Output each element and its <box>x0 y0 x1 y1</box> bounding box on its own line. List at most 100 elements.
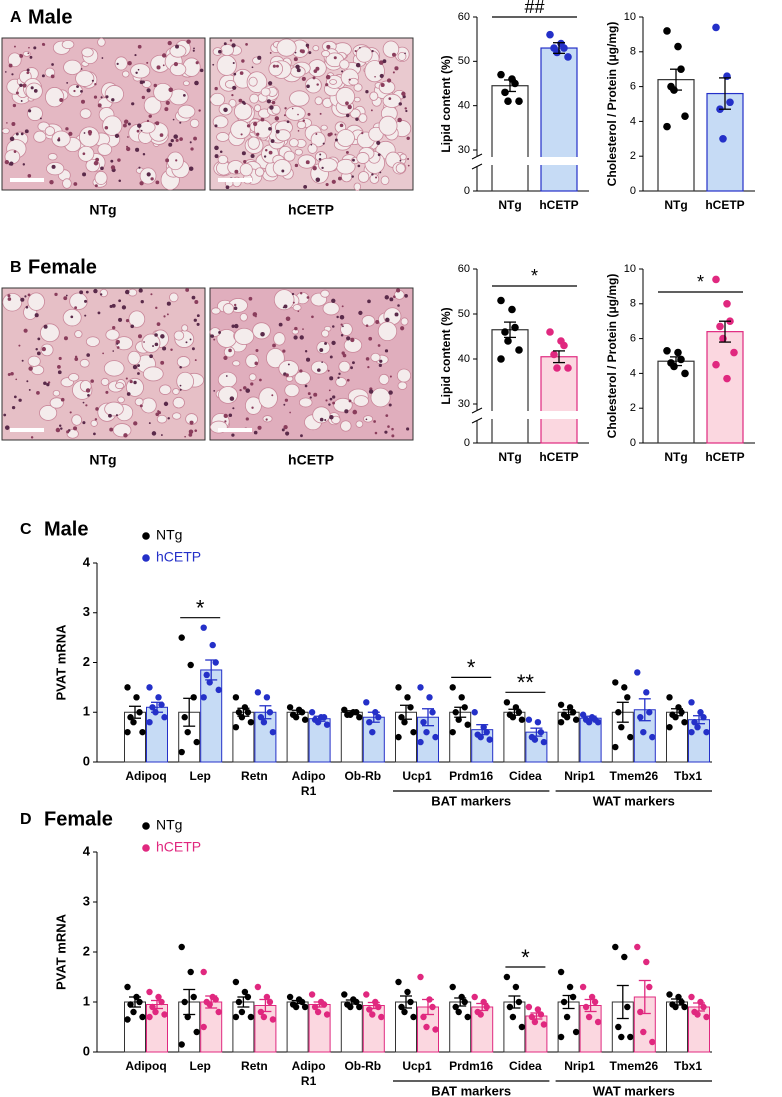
tissue-nucleus <box>118 317 123 322</box>
tissue-nucleus <box>319 417 324 422</box>
tissue-nucleus <box>371 173 374 176</box>
tissue-nucleus <box>322 142 325 145</box>
tissue-nucleus <box>239 388 242 392</box>
data-point <box>497 70 505 79</box>
data-point <box>235 709 243 716</box>
data-point <box>263 993 271 1001</box>
tissue-nucleus <box>93 288 98 294</box>
scale-bar <box>218 428 252 432</box>
data-point <box>681 369 689 378</box>
tissue-vacuole <box>364 60 385 83</box>
data-point <box>563 714 571 721</box>
tissue-nucleus <box>365 357 370 361</box>
tissue-vacuole <box>177 104 196 119</box>
tissue-nucleus <box>293 335 298 340</box>
data-point <box>564 364 572 372</box>
data-point <box>509 1013 517 1021</box>
tissue-nucleus <box>407 164 410 167</box>
histology-image <box>1 287 206 441</box>
tissue-vacuole <box>377 321 398 342</box>
tissue-nucleus <box>332 401 336 405</box>
data-point <box>320 1001 328 1008</box>
data-point <box>716 322 724 331</box>
tissue-nucleus <box>332 342 335 345</box>
tissue-nucleus <box>329 397 333 401</box>
data-point <box>449 728 456 736</box>
tissue-nucleus <box>232 61 235 65</box>
tissue-vacuole <box>209 92 226 107</box>
tissue-nucleus <box>167 40 172 46</box>
tissue-nucleus <box>192 49 195 52</box>
data-point <box>540 738 548 746</box>
tissue-nucleus <box>352 158 355 162</box>
tissue-nucleus <box>274 116 280 121</box>
data-point <box>511 323 519 332</box>
tissue-nucleus <box>137 372 140 375</box>
tissue-nucleus <box>60 397 65 402</box>
axis-break-gap <box>539 157 579 165</box>
data-point <box>503 973 511 981</box>
tissue-nucleus <box>253 430 258 435</box>
tissue-nucleus <box>352 361 355 365</box>
tissue-nucleus <box>189 420 194 425</box>
data-point <box>417 973 424 981</box>
tissue-vacuole <box>369 173 380 184</box>
tissue-nucleus <box>179 384 182 387</box>
tissue-nucleus <box>389 375 392 378</box>
data-point <box>323 721 331 728</box>
data-point <box>161 714 168 721</box>
tissue-vacuole <box>134 397 144 407</box>
tissue-vacuole <box>397 381 408 390</box>
tissue-nucleus <box>20 297 25 302</box>
data-point <box>136 998 143 1006</box>
data-point <box>624 694 631 701</box>
tissue-nucleus <box>358 310 363 316</box>
x-tick-label: Lep <box>189 1059 211 1073</box>
data-point <box>582 1003 590 1011</box>
tissue-nucleus <box>25 305 29 309</box>
tissue-nucleus <box>84 314 87 317</box>
tissue-vacuole <box>380 175 390 186</box>
tissue-vacuole <box>239 312 248 322</box>
tissue-nucleus <box>251 406 254 409</box>
tissue-nucleus <box>228 413 233 418</box>
tissue-nucleus <box>268 150 273 155</box>
data-point <box>378 1013 385 1021</box>
tissue-vacuole <box>74 330 83 338</box>
tissue-nucleus <box>39 117 42 120</box>
tissue-nucleus <box>239 71 244 75</box>
tissue-nucleus <box>150 177 154 181</box>
data-point <box>483 1003 490 1011</box>
tissue-vacuole <box>104 401 124 417</box>
tissue-nucleus <box>350 337 355 343</box>
data-point <box>269 1016 277 1023</box>
tissue-nucleus <box>379 171 382 174</box>
tissue-nucleus <box>68 131 73 136</box>
tissue-vacuole <box>294 371 311 386</box>
legend-label: NTg <box>156 527 182 543</box>
tissue-nucleus <box>300 434 303 438</box>
y-tick-label: 0 <box>464 437 470 449</box>
axis-break-gap <box>490 411 530 419</box>
tissue-nucleus <box>231 433 235 437</box>
tissue-nucleus <box>214 124 218 128</box>
tissue-vacuole <box>353 83 363 92</box>
tissue-nucleus <box>18 344 21 347</box>
tissue-nucleus <box>245 42 248 46</box>
tissue-nucleus <box>117 158 121 162</box>
tissue-nucleus <box>303 184 308 189</box>
data-point <box>612 943 619 951</box>
y-tick-label: 30 <box>458 144 470 156</box>
data-point <box>723 72 731 80</box>
tissue-nucleus <box>282 349 286 353</box>
data-point <box>139 1013 146 1021</box>
tissue-vacuole <box>138 121 156 134</box>
data-point <box>564 53 572 61</box>
tissue-vacuole <box>224 79 236 89</box>
tissue-nucleus <box>130 324 135 329</box>
tissue-nucleus <box>193 318 197 322</box>
significance-label: * <box>521 945 530 970</box>
tissue-nucleus <box>240 133 243 136</box>
data-point <box>158 998 165 1006</box>
